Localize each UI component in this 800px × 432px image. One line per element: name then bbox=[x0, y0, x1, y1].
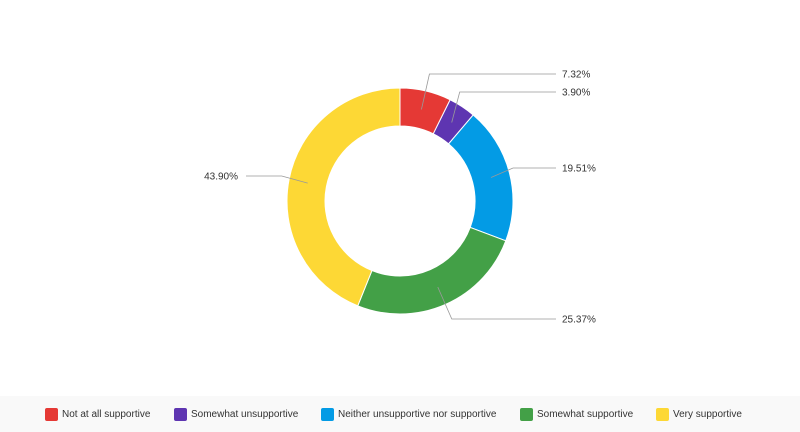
data-label: 7.32% bbox=[562, 70, 590, 81]
leader-line bbox=[451, 91, 556, 123]
legend: Not at all supportive Somewhat unsupporti… bbox=[0, 396, 800, 432]
legend-swatch bbox=[321, 408, 334, 421]
legend-swatch bbox=[174, 408, 187, 421]
leader-line bbox=[437, 286, 556, 320]
donut-chart: 7.32% 3.90% 19.51% 25.37% 43.90% bbox=[204, 70, 596, 326]
slice-neither-unsupportive-nor-supportive[interactable] bbox=[447, 114, 514, 242]
legend-item-somewhat-unsupportive[interactable]: Somewhat unsupportive bbox=[174, 408, 298, 421]
legend-label: Very supportive bbox=[673, 409, 742, 420]
label-leader-lines bbox=[246, 73, 556, 320]
leader-line bbox=[421, 73, 556, 110]
slice-very-supportive[interactable] bbox=[286, 87, 401, 307]
legend-swatch bbox=[45, 408, 58, 421]
legend-label: Not at all supportive bbox=[62, 409, 151, 420]
donut-slices bbox=[286, 87, 514, 315]
legend-item-very-supportive[interactable]: Very supportive bbox=[656, 408, 742, 421]
data-label: 3.90% bbox=[562, 88, 590, 99]
data-labels: 7.32% 3.90% 19.51% 25.37% 43.90% bbox=[204, 70, 596, 326]
legend-item-neither-unsupportive-nor-supportive[interactable]: Neither unsupportive nor supportive bbox=[321, 408, 496, 421]
legend-label: Somewhat unsupportive bbox=[191, 409, 299, 420]
legend-swatch bbox=[520, 408, 533, 421]
legend-swatch bbox=[656, 408, 669, 421]
legend-item-somewhat-supportive[interactable]: Somewhat supportive bbox=[520, 408, 633, 421]
data-label: 19.51% bbox=[562, 164, 596, 175]
slice-somewhat-supportive[interactable] bbox=[357, 226, 507, 315]
leader-line bbox=[490, 167, 556, 178]
leader-line bbox=[246, 175, 308, 184]
legend-label: Neither unsupportive nor supportive bbox=[338, 409, 497, 420]
chart-area: 7.32% 3.90% 19.51% 25.37% 43.90% bbox=[204, 70, 596, 326]
legend-label: Somewhat supportive bbox=[537, 409, 634, 420]
data-label: 25.37% bbox=[562, 315, 596, 326]
legend-item-not-at-all-supportive[interactable]: Not at all supportive bbox=[45, 408, 150, 421]
data-label: 43.90% bbox=[204, 172, 238, 183]
